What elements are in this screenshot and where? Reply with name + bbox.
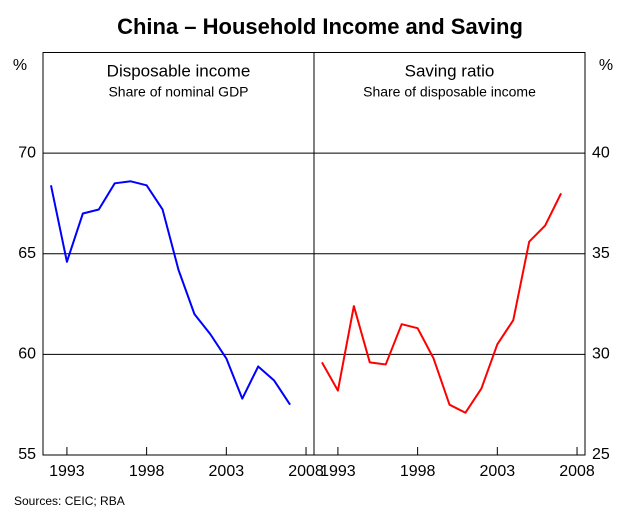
x-tick-label: 2003 (209, 463, 245, 480)
y-tick-label: 25 (592, 446, 610, 463)
y-axis-label: % (599, 57, 613, 74)
x-tick-label: 1993 (320, 463, 356, 480)
x-tick-label: 2003 (480, 463, 516, 480)
y-tick-label: 35 (592, 245, 610, 262)
x-tick-label: 2008 (288, 463, 324, 480)
x-tick-label: 1998 (400, 463, 436, 480)
y-tick-label: 60 (18, 346, 36, 363)
x-tick-label: 1998 (129, 463, 165, 480)
chart-title: China – Household Income and Saving (117, 14, 523, 39)
y-axis-label: % (13, 57, 27, 74)
data-line (49, 180, 291, 406)
y-tick-label: 55 (18, 446, 36, 463)
x-tick-label: 2008 (559, 463, 595, 480)
panel-subtitle: Share of disposable income (363, 84, 536, 100)
source: Sources: CEIC; RBA (14, 494, 125, 508)
x-tick-label: 1993 (49, 463, 85, 480)
y-tick-label: 40 (592, 144, 610, 161)
panel-title: Disposable income (107, 61, 251, 80)
y-tick-label: 65 (18, 245, 36, 262)
panel-subtitle: Share of nominal GDP (108, 84, 248, 100)
y-tick-label: 30 (592, 346, 610, 363)
data-line (321, 192, 562, 414)
panel-title: Saving ratio (405, 61, 495, 80)
y-tick-label: 70 (18, 144, 36, 161)
